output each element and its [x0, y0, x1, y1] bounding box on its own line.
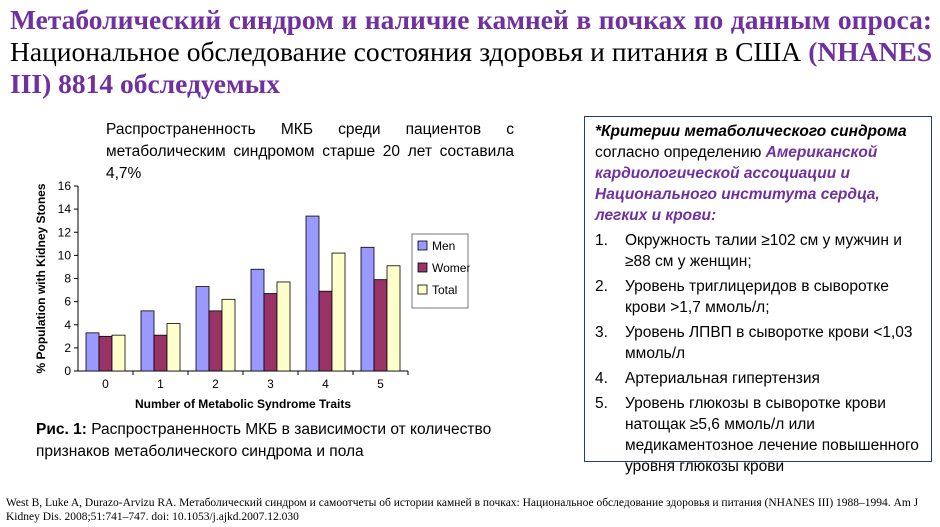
bar-total-1	[166, 323, 181, 372]
y-tick-label: 4	[64, 318, 71, 332]
figure-label: Рис. 1:	[36, 421, 87, 438]
legend-label-men: Men	[432, 239, 455, 253]
criteria-subheading: согласно определению	[595, 144, 766, 161]
bar-women-2	[208, 310, 223, 372]
criteria-list: 1. Окружность талии ≥102 см у мужчин и ≥8…	[595, 230, 925, 477]
legend-label-total: Total	[432, 283, 457, 297]
bar-men-5	[360, 246, 375, 372]
legend-label-women: Women	[432, 261, 470, 275]
y-tick-label: 8	[64, 272, 71, 286]
x-tick-label: 2	[212, 377, 219, 391]
criteria-item-number: 2.	[595, 278, 608, 295]
bar-women-1	[153, 334, 168, 372]
title-part-1: Метаболический синдром и наличие камней …	[10, 4, 932, 35]
bar-women-5	[373, 279, 388, 372]
criteria-item-number: 4.	[595, 370, 608, 387]
title-part-3: (NHANES III) 8814 обследуемых	[10, 36, 932, 99]
criteria-item: 1. Окружность талии ≥102 см у мужчин и ≥8…	[595, 230, 925, 272]
criteria-item: 5. Уровень глюкозы в сыворотке крови нато…	[595, 393, 925, 477]
bar-women-0	[98, 335, 113, 372]
criteria-item-text: Уровень триглицеридов в сыворотке крови …	[625, 278, 889, 316]
title-part-2: Национальное обследование состояния здор…	[10, 36, 809, 67]
bar-men-0	[85, 332, 100, 372]
criteria-item: 2. Уровень триглицеридов в сыворотке кров…	[595, 276, 925, 318]
criteria-item-text: Уровень глюкозы в сыворотке крови натоща…	[625, 395, 919, 475]
figure-caption-text: Распространенность МКБ в зависимости от …	[36, 421, 492, 460]
legend-swatch-women	[417, 262, 428, 273]
x-axis-title: Number of Metabolic Syndrome Traits	[135, 397, 351, 411]
bar-total-0	[111, 334, 126, 372]
bar-men-1	[140, 310, 155, 372]
bar-women-3	[263, 293, 278, 372]
y-tick-label: 16	[58, 179, 72, 193]
slide-title: Метаболический синдром и наличие камней …	[10, 4, 932, 100]
x-tick-label: 3	[267, 377, 274, 391]
legend-swatch-men	[417, 240, 428, 251]
criteria-item-number: 1.	[595, 232, 608, 249]
bar-total-4	[331, 252, 346, 372]
bar-total-2	[221, 298, 236, 372]
y-tick-label: 2	[64, 341, 71, 355]
criteria-item-number: 5.	[595, 395, 608, 412]
criteria-item-text: Окружность талии ≥102 см у мужчин и ≥88 …	[625, 232, 902, 270]
criteria-intro: *Критерии метаболического синдрома согла…	[595, 121, 925, 226]
x-tick-label: 0	[102, 377, 109, 391]
legend-swatch-total	[417, 284, 428, 295]
y-tick-label: 14	[58, 202, 72, 216]
criteria-item-text: Артериальная гипертензия	[625, 370, 820, 387]
bar-total-3	[276, 281, 291, 372]
figure-caption: Рис. 1: Распространенность МКБ в зависим…	[36, 419, 514, 463]
criteria-item-text: Уровень ЛПВП в сыворотке крови <1,03 ммо…	[625, 324, 913, 362]
bar-men-2	[195, 286, 210, 372]
criteria-item: 3. Уровень ЛПВП в сыворотке крови <1,03 м…	[595, 322, 925, 364]
x-tick-label: 1	[157, 377, 164, 391]
y-tick-label: 12	[58, 225, 72, 239]
criteria-box: *Критерии метаболического синдрома согла…	[584, 116, 932, 475]
y-tick-label: 10	[58, 248, 72, 262]
criteria-item: 4. Артериальная гипертензия	[595, 368, 925, 389]
bar-total-5	[386, 265, 401, 372]
prevalence-text: Распространенность МКБ среди пациентов с…	[106, 121, 514, 182]
y-axis-title: % Population with Kidney Stones	[34, 183, 48, 373]
criteria-item-number: 3.	[595, 324, 608, 341]
bar-men-3	[250, 268, 265, 372]
y-tick-label: 0	[64, 364, 71, 378]
x-tick-label: 4	[322, 377, 329, 391]
reference-citation: West B, Luke A, Durazo-Arvizu RA. Метабо…	[6, 497, 919, 523]
y-tick-label: 6	[64, 295, 71, 309]
bar-men-4	[305, 215, 320, 372]
x-tick-label: 5	[377, 377, 384, 391]
criteria-organization: Американской кардиологической ассоциации…	[595, 144, 880, 224]
bar-women-4	[318, 290, 333, 372]
criteria-heading: *Критерии метаболического синдрома	[595, 123, 907, 140]
